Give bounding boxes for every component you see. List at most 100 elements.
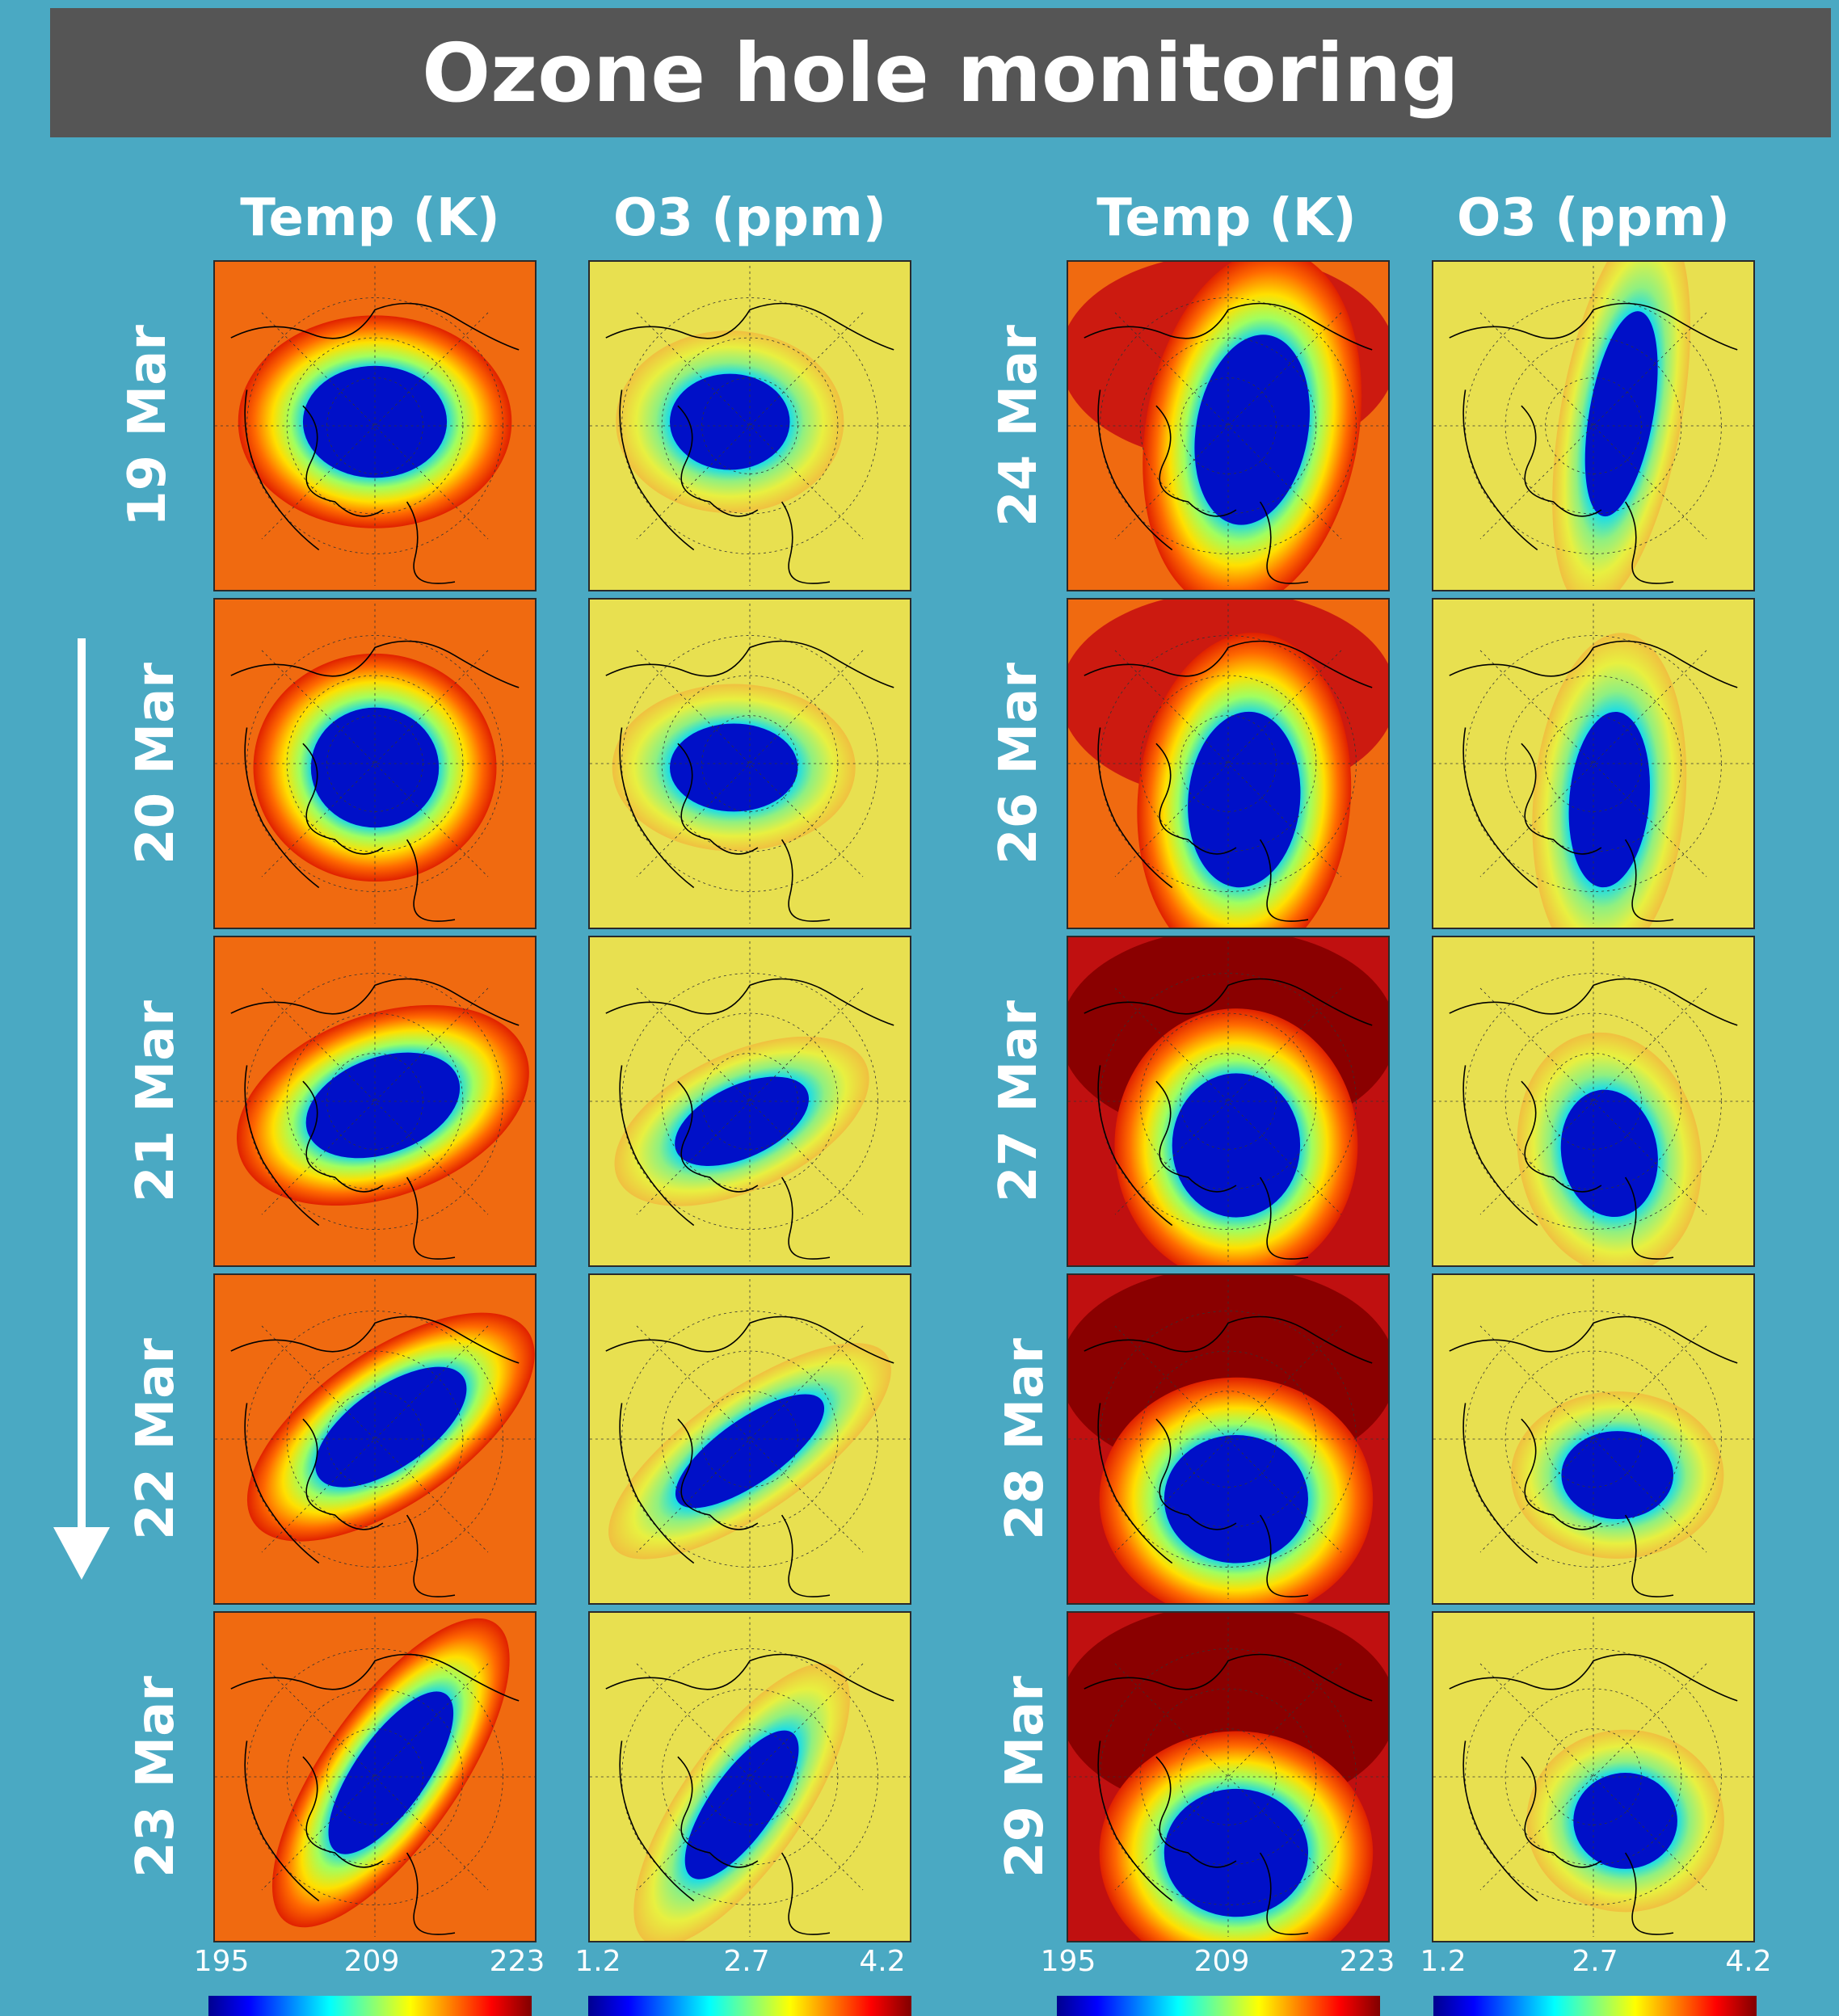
colorbar-temp <box>208 1996 532 2016</box>
temperature-map-panel <box>1067 1611 1390 1942</box>
vortex-core <box>1584 311 1658 517</box>
date-label-right: 29 Mar <box>995 1676 1055 1878</box>
date-label-right: 24 Mar <box>989 325 1049 527</box>
ozone-map-panel <box>1432 1273 1755 1605</box>
temperature-map-panel <box>1067 1273 1390 1605</box>
colorbar-temp <box>1057 1996 1380 2016</box>
ozone-map-panel <box>588 260 911 591</box>
temperature-map-panel <box>213 260 537 591</box>
coastline <box>605 978 894 1260</box>
temperature-map-panel <box>213 936 537 1267</box>
coastline <box>1449 640 1738 922</box>
column-header-temp-left: Temp (K) <box>240 188 500 248</box>
polar-map-image <box>1433 937 1753 1265</box>
date-label-right: 27 Mar <box>989 1000 1049 1202</box>
coastline <box>1084 978 1373 1260</box>
temperature-map-panel <box>213 1611 537 1942</box>
vortex-core <box>675 1076 810 1166</box>
date-label-left: 23 Mar <box>126 1676 186 1878</box>
polar-map-image <box>590 937 910 1265</box>
colorbar-o3 <box>588 1996 911 2016</box>
coastline <box>1084 640 1373 922</box>
colorbar-tick: 1.2 <box>1420 1945 1467 1978</box>
page-title: Ozone hole monitoring <box>422 25 1459 120</box>
title-bar: Ozone hole monitoring <box>50 8 1831 137</box>
date-label-left: 19 Mar <box>118 325 178 527</box>
colorbar-o3 <box>1433 1996 1757 2016</box>
column-header-temp-right: Temp (K) <box>1096 188 1357 248</box>
arrow-down-icon <box>53 1527 110 1580</box>
polar-map-image <box>1433 1275 1753 1603</box>
colorbar-tick: 4.2 <box>859 1945 906 1978</box>
temperature-map-panel <box>1067 598 1390 929</box>
coastline <box>605 1315 894 1597</box>
polar-map-image <box>215 937 535 1265</box>
colorbar-tick: 195 <box>193 1945 250 1978</box>
coastline <box>1084 1315 1373 1597</box>
coastline <box>230 978 520 1260</box>
date-label-right: 28 Mar <box>995 1338 1055 1540</box>
coastline <box>1449 302 1738 584</box>
polar-map-image <box>590 1613 910 1941</box>
vortex-core <box>1561 1431 1673 1520</box>
column-header-o3-left: O3 (ppm) <box>612 188 887 248</box>
polar-map-image <box>215 262 535 590</box>
ozone-map-panel <box>588 936 911 1267</box>
vortex-core <box>675 1394 825 1509</box>
vortex-core <box>670 373 790 470</box>
vortex-core <box>315 1366 467 1488</box>
polar-map-image <box>1068 262 1388 590</box>
colorbar-tick: 223 <box>489 1945 545 1978</box>
vortex-core <box>1568 711 1651 888</box>
polar-map-image <box>1068 600 1388 928</box>
vortex-core <box>1164 1435 1308 1564</box>
polar-map-image <box>215 1613 535 1941</box>
colorbar-tick: 209 <box>343 1945 400 1978</box>
polar-map-image <box>1068 1275 1388 1603</box>
coastline <box>605 302 894 584</box>
vortex-core <box>670 723 798 812</box>
coastline <box>1449 978 1738 1260</box>
colorbar-tick: 2.7 <box>1572 1945 1618 1978</box>
coastline <box>1449 1315 1738 1597</box>
vortex-core <box>684 1730 799 1879</box>
coastline <box>1449 1653 1738 1935</box>
date-label-left: 21 Mar <box>126 1000 186 1202</box>
temperature-map-panel <box>213 598 537 929</box>
polar-map-image <box>1068 937 1388 1265</box>
temperature-map-panel <box>1067 260 1390 591</box>
polar-map-image <box>590 262 910 590</box>
colorbar-tick: 209 <box>1193 1945 1250 1978</box>
polar-map-image <box>1433 1613 1753 1941</box>
date-label-left: 22 Mar <box>126 1338 186 1540</box>
date-label-left: 20 Mar <box>126 663 186 865</box>
ozone-map-panel <box>588 1273 911 1605</box>
polar-map-image <box>215 1275 535 1603</box>
coastline <box>1084 302 1373 584</box>
coastline <box>230 640 520 922</box>
polar-map-image <box>1433 262 1753 590</box>
temperature-map-panel <box>1067 936 1390 1267</box>
vortex-core <box>1172 1073 1301 1218</box>
vortex-core <box>302 365 448 478</box>
coastline <box>605 1653 894 1935</box>
ozone-map-panel <box>1432 598 1755 929</box>
ozone-map-panel <box>1432 260 1755 591</box>
vortex-core <box>1573 1773 1677 1869</box>
vortex-core <box>1188 711 1301 888</box>
vortex-core <box>328 1691 454 1854</box>
polar-map-image <box>590 600 910 928</box>
polar-map-image <box>590 1275 910 1603</box>
vortex-core <box>1560 1089 1658 1218</box>
colorbar-tick: 195 <box>1040 1945 1096 1978</box>
colorbar-tick: 4.2 <box>1725 1945 1772 1978</box>
coastline <box>230 1653 520 1935</box>
ozone-map-panel <box>588 598 911 929</box>
coastline <box>230 1315 520 1597</box>
vortex-core <box>1164 1788 1308 1917</box>
colorbar-tick: 2.7 <box>723 1945 770 1978</box>
coastline <box>1084 1653 1373 1935</box>
time-arrow-shaft <box>78 638 86 1543</box>
colorbar-tick: 1.2 <box>574 1945 621 1978</box>
ozone-map-panel <box>1432 1611 1755 1942</box>
